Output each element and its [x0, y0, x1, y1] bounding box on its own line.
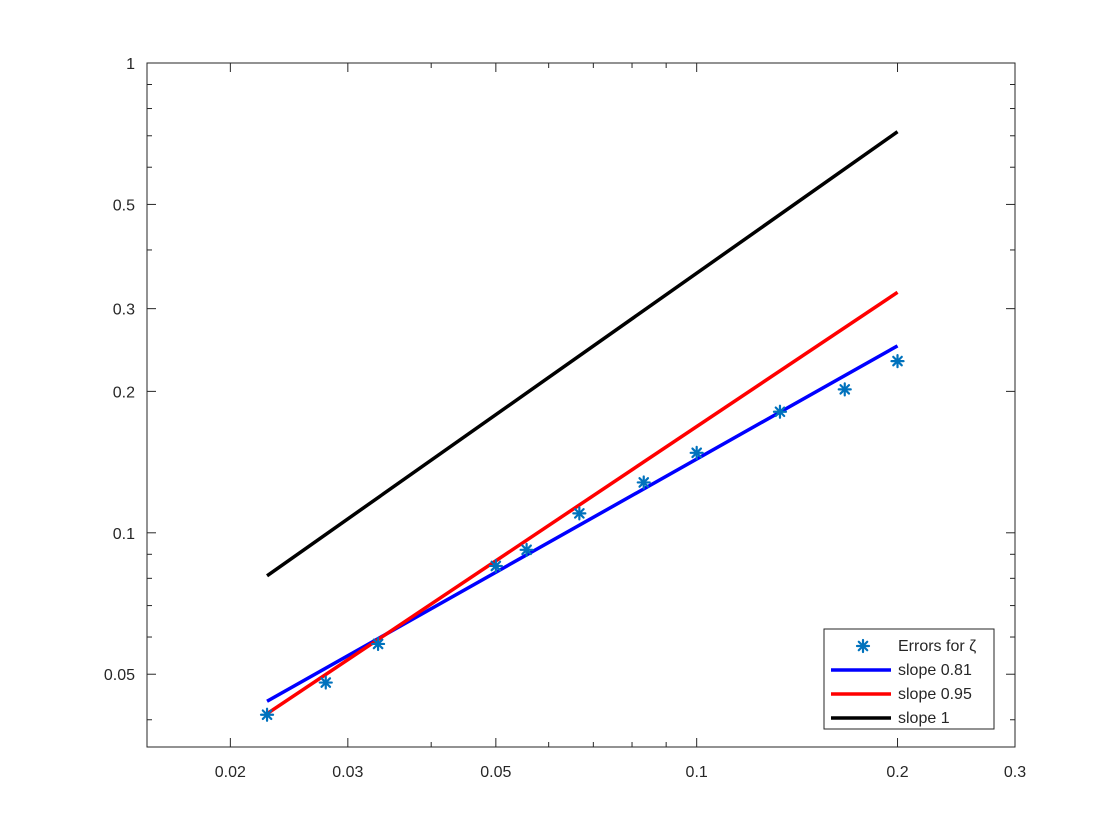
y-tick-label: 0.1 [113, 526, 135, 543]
x-tick-label: 0.02 [215, 764, 246, 781]
x-tick-label: 0.3 [1004, 764, 1026, 781]
data-point [318, 675, 333, 690]
y-tick-label: 0.05 [104, 667, 135, 684]
x-tick-label: 0.2 [886, 764, 908, 781]
data-point [519, 542, 534, 557]
legend-label: slope 0.95 [898, 686, 972, 703]
data-point [837, 382, 852, 397]
x-tick-label: 0.03 [332, 764, 363, 781]
legend-box [823, 628, 995, 730]
ticks-layer: 0.02 0.03 0.05 0.1 0.2 0.3 0.05 0.1 0.2 0.3 0.5 1 [104, 56, 1026, 781]
series-line-3 [266, 130, 899, 578]
legend-label: slope 1 [898, 710, 950, 727]
data-point [689, 445, 704, 460]
legend-label: slope 0.81 [898, 662, 972, 679]
data-point [572, 506, 587, 521]
y-tick-label: 0.3 [113, 302, 135, 319]
y-tick-label: 1 [126, 56, 135, 73]
axes-box [146, 62, 1016, 748]
legend-label: Errors for ζ [898, 638, 976, 655]
y-tick-label: 0.2 [113, 384, 135, 401]
data-point [636, 475, 651, 490]
data-point [772, 404, 788, 419]
x-tick-label: 0.05 [480, 764, 511, 781]
data-point [259, 707, 275, 722]
data-point [890, 353, 905, 369]
data-point [370, 636, 386, 652]
legend-marker-0 [855, 638, 871, 654]
legend: Errors for ζ slope 0.81 slope 0.95 slope 1 [823, 628, 995, 730]
x-tick-label: 0.1 [686, 764, 708, 781]
y-tick-label: 0.5 [113, 197, 135, 214]
data-point [488, 558, 503, 574]
series-layer [259, 130, 905, 722]
